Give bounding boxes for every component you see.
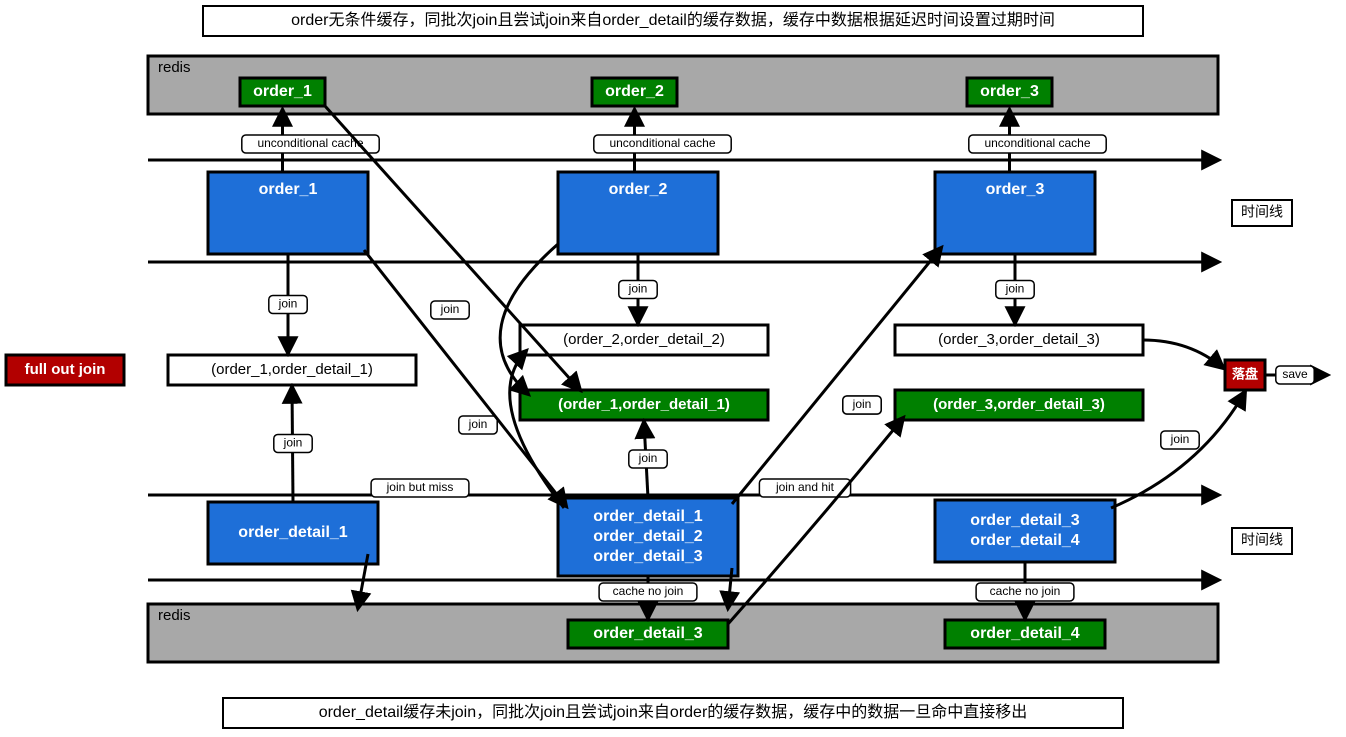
label-uncond-0: unconditional cache — [257, 136, 363, 150]
result-label-0: (order_1,order_detail_1) — [211, 361, 373, 378]
label-joinmiss: join but miss — [386, 480, 454, 494]
label-order-join-1: join — [628, 282, 648, 296]
detail-line-1-1: order_detail_2 — [593, 528, 702, 545]
label-o2-r1g: join — [468, 417, 488, 431]
label-joinhit: join and hit — [775, 480, 835, 494]
detail-box-2 — [935, 500, 1115, 562]
label-d123-r1g: join — [638, 451, 658, 465]
redis-bottom-label: redis — [158, 607, 191, 624]
redis-top-node-label-0: order_1 — [253, 83, 312, 100]
label-uncond-2: unconditional cache — [984, 136, 1090, 150]
detail-line-2-0: order_detail_3 — [970, 512, 1079, 529]
arrow-d123-r2w — [510, 351, 564, 508]
save-label: save — [1282, 367, 1308, 381]
detail-line-0-0: order_detail_1 — [238, 524, 347, 541]
label-d1-r1: join — [283, 436, 303, 450]
label-order-join-0: join — [278, 297, 298, 311]
redis-top-node-label-1: order_2 — [605, 83, 664, 100]
label-uncond-1: unconditional cache — [609, 136, 715, 150]
label-order-join-2: join — [1005, 282, 1025, 296]
full-out-join-label: full out join — [25, 361, 106, 378]
redis-bottom-node-label-1: order_detail_4 — [970, 625, 1079, 642]
label-redis1-r1g: join — [440, 302, 460, 316]
title-top: order无条件缓存，同批次join且尝试join来自order_detail的… — [291, 11, 1055, 29]
result-label-4: (order_3,order_detail_3) — [933, 396, 1105, 413]
label-cache1: cache no join — [613, 584, 684, 598]
detail-line-2-1: order_detail_4 — [970, 532, 1079, 549]
detail-line-1-2: order_detail_3 — [593, 548, 702, 565]
title-bottom: order_detail缓存未join，同批次join且尝试join来自orde… — [319, 703, 1028, 721]
arrow-d123-o3 — [732, 248, 941, 504]
order-label-1: order_2 — [609, 181, 668, 198]
arrow-od3-r3g — [728, 418, 903, 624]
order-label-0: order_1 — [259, 181, 318, 198]
label-d34-save: join — [1170, 432, 1190, 446]
result-label-2: (order_1,order_detail_1) — [558, 396, 730, 413]
redis-top-label: redis — [158, 59, 191, 76]
detail-line-1-0: order_detail_1 — [593, 508, 702, 525]
save-badge-label: 落盘 — [1232, 366, 1258, 381]
label-cache2: cache no join — [990, 584, 1061, 598]
result-label-3: (order_3,order_detail_3) — [938, 331, 1100, 348]
arrow-r3w-save — [1143, 340, 1223, 368]
redis-bottom-node-label-0: order_detail_3 — [593, 625, 702, 642]
redis-top-node-label-2: order_3 — [980, 83, 1039, 100]
result-label-1: (order_2,order_detail_2) — [563, 331, 725, 348]
label-join-r3g: join — [852, 397, 872, 411]
order-label-2: order_3 — [986, 181, 1045, 198]
arrow-o2-r1g — [500, 244, 558, 394]
timeline-label-0: 时间线 — [1241, 204, 1283, 220]
timeline-label-1: 时间线 — [1241, 532, 1283, 548]
